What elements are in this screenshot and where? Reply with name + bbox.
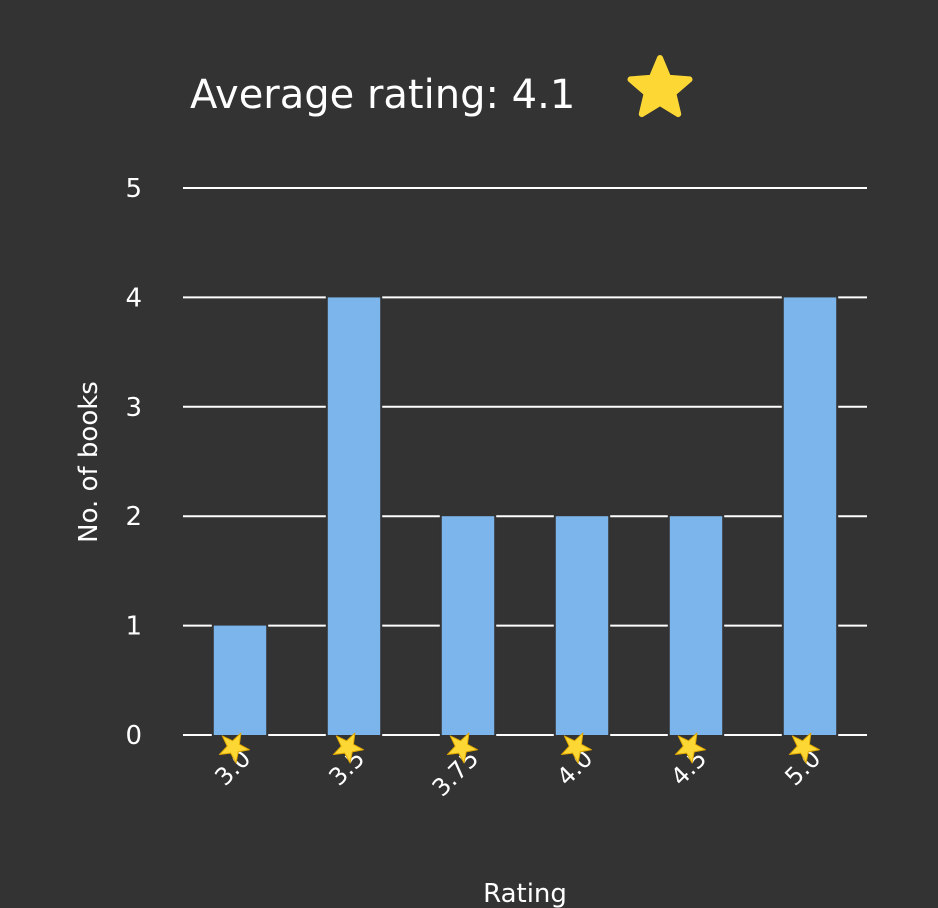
star-icon xyxy=(560,732,592,764)
x-axis-title: Rating xyxy=(483,879,567,908)
bar-4.0 xyxy=(553,514,611,738)
bar-4.5 xyxy=(667,514,725,738)
bar-5.0 xyxy=(781,295,839,737)
y-tick-label: 5 xyxy=(125,174,142,204)
bar-3.75 xyxy=(439,514,497,738)
gridlines xyxy=(183,187,867,736)
star-icon xyxy=(788,732,820,764)
star-icon xyxy=(627,55,693,118)
bar-3.5 xyxy=(325,295,383,737)
y-axis-title: No. of books xyxy=(74,381,104,543)
y-tick-label: 3 xyxy=(125,393,142,423)
star-icon xyxy=(674,732,706,764)
bars xyxy=(211,295,839,738)
y-axis-ticks: 0 1 2 3 4 5 xyxy=(125,174,142,751)
y-tick-label: 2 xyxy=(125,502,142,532)
star-icon xyxy=(218,732,250,764)
chart-title: Average rating: 4.1 xyxy=(190,72,575,118)
title-star-shape xyxy=(627,55,693,118)
x-axis-ticks: 3.0 3.5 3.75 4.0 4.5 5.0 xyxy=(209,732,826,802)
y-tick-label: 1 xyxy=(125,612,142,642)
star-icon xyxy=(446,732,478,764)
star-icon xyxy=(332,732,364,764)
y-tick-label: 0 xyxy=(125,721,142,751)
bar-3.0 xyxy=(211,623,269,737)
y-tick-label: 4 xyxy=(125,283,142,313)
